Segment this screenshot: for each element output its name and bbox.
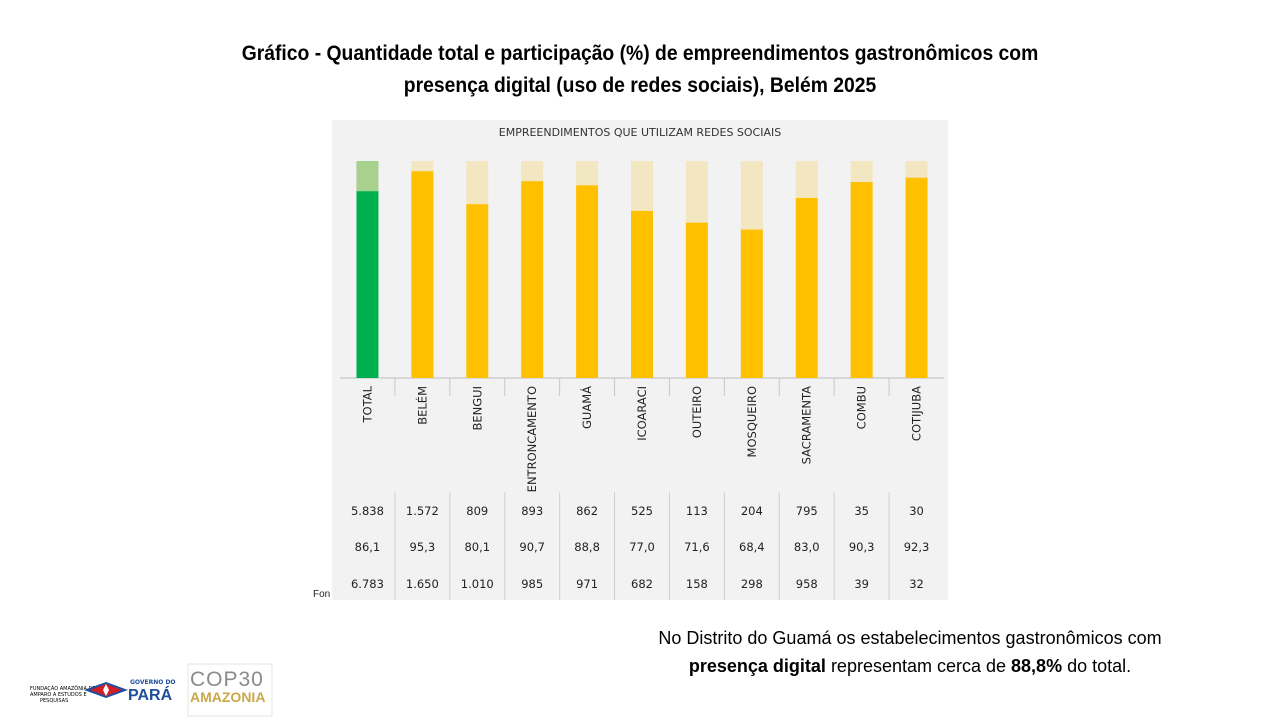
cop30-logo: COP30 AMAZONIA: [187, 663, 273, 717]
table-cell: 68,4: [739, 540, 765, 554]
chart-title: EMPREENDIMENTOS QUE UTILIZAM REDES SOCIA…: [498, 126, 782, 139]
bar: [576, 185, 599, 378]
bar-remainder: [850, 161, 873, 183]
source-label: Fon: [313, 589, 331, 600]
fapespa-logo: FUNDAÇÃO AMAZÔNIA DE AMPARO A ESTUDOS E …: [30, 685, 95, 704]
category-label: SACRAMENTA: [800, 386, 814, 465]
bar-remainder: [411, 161, 434, 172]
category-label: TOTAL: [360, 385, 374, 423]
table-cell: 682: [631, 577, 653, 591]
bar: [521, 181, 544, 378]
cop-line-2: AMAZONIA: [190, 689, 265, 705]
bar-remainder: [576, 161, 599, 186]
category-label: BENGUI: [470, 386, 484, 430]
bar-remainder: [356, 161, 379, 192]
table-cell: 1.572: [406, 504, 439, 518]
table-cell: 90,7: [519, 540, 545, 554]
table-cell: 1.650: [406, 577, 439, 591]
governo-para-logo: GOVERNO DO PARÁ: [128, 679, 176, 704]
fapespa-line-3: PESQUISAS: [40, 698, 68, 704]
bar: [466, 204, 489, 378]
gov-line-1: GOVERNO DO: [130, 679, 176, 686]
note-text: No Distrito do Guamá os estabelecimentos…: [600, 624, 1220, 680]
bar-remainder: [905, 161, 928, 178]
note-part-3: do total.: [1062, 656, 1132, 676]
category-label: COTIJUBA: [910, 386, 924, 441]
table-cell: 204: [741, 504, 763, 518]
fapespa-line-1: FUNDAÇÃO AMAZÔNIA DE: [30, 685, 95, 692]
note-bold-1: presença digital: [688, 656, 826, 676]
note-bold-2: 88,8%: [1011, 656, 1063, 676]
table-cell: 32: [909, 577, 924, 591]
bar-remainder: [466, 161, 489, 205]
category-label: COMBU: [855, 386, 869, 429]
table-cell: 39: [854, 577, 869, 591]
table-cell: 809: [466, 504, 488, 518]
category-label: ENTRONCAMENTO: [525, 386, 539, 492]
table-cell: 71,6: [684, 540, 710, 554]
table-cell: 90,3: [849, 540, 875, 554]
bar: [411, 171, 434, 378]
table-cell: 113: [686, 504, 708, 518]
logos: FUNDAÇÃO AMAZÔNIA DE AMPARO A ESTUDOS E …: [30, 663, 273, 717]
table-cell: 971: [576, 577, 598, 591]
table-cell: 158: [686, 577, 708, 591]
bar-remainder: [521, 161, 544, 182]
bar: [740, 229, 763, 378]
bar: [905, 177, 928, 378]
bar: [631, 210, 653, 378]
table-cell: 5.838: [351, 504, 384, 518]
chart-svg: TOTAL 5.838 86,1 6.783 BELÉM 1.572 95,3 1.650 BE…: [340, 161, 944, 600]
bar: [356, 191, 379, 378]
table-cell: 525: [631, 504, 653, 518]
title-line-1: Gráfico - Quantidade total e participaçã…: [241, 42, 1039, 65]
table-cell: 1.010: [461, 577, 494, 591]
table-cell: 80,1: [464, 540, 490, 554]
note-part-2: representam cerca de: [825, 656, 1012, 676]
bar: [795, 197, 818, 378]
bar-remainder: [795, 161, 818, 198]
table-cell: 985: [521, 577, 543, 591]
table-cell: 35: [854, 504, 869, 518]
table-cell: 83,0: [794, 540, 820, 554]
table-cell: 95,3: [410, 540, 436, 554]
category-label: GUAMÁ: [579, 386, 594, 429]
category-label: BELÉM: [414, 386, 429, 425]
category-label: MOSQUEIRO: [745, 386, 759, 457]
category-label: ICOARACI: [635, 386, 649, 441]
table-cell: 30: [909, 504, 924, 518]
fapespa-line-2: AMPARO A ESTUDOS E: [30, 692, 87, 698]
table-cell: 862: [576, 504, 598, 518]
table-cell: 958: [796, 577, 818, 591]
table-cell: 298: [741, 577, 763, 591]
bar-remainder: [685, 161, 708, 223]
title-line-2: presença digital (uso de redes sociais),…: [403, 74, 877, 97]
page-title: Gráfico - Quantidade total e participaçã…: [180, 38, 1100, 102]
table-cell: 86,1: [355, 540, 381, 554]
table-cell: 92,3: [904, 540, 930, 554]
table-cell: 6.783: [351, 577, 384, 591]
table-cell: 88,8: [574, 540, 600, 554]
category-label: OUTEIRO: [690, 386, 704, 438]
bar-remainder: [631, 161, 653, 211]
table-cell: 795: [796, 504, 818, 518]
chart-area: TOTAL 5.838 86,1 6.783 BELÉM 1.572 95,3 1.650 BE…: [332, 120, 948, 600]
gov-line-2: PARÁ: [128, 685, 173, 704]
table-cell: 893: [521, 504, 543, 518]
bar: [850, 182, 873, 378]
para-flag-icon: [84, 682, 128, 698]
note-part-1: No Distrito do Guamá os estabelecimentos…: [658, 628, 1162, 648]
bar: [685, 222, 708, 378]
table-cell: 77,0: [629, 540, 655, 554]
cop-line-1: COP30: [190, 668, 264, 691]
bar-remainder: [740, 161, 763, 230]
